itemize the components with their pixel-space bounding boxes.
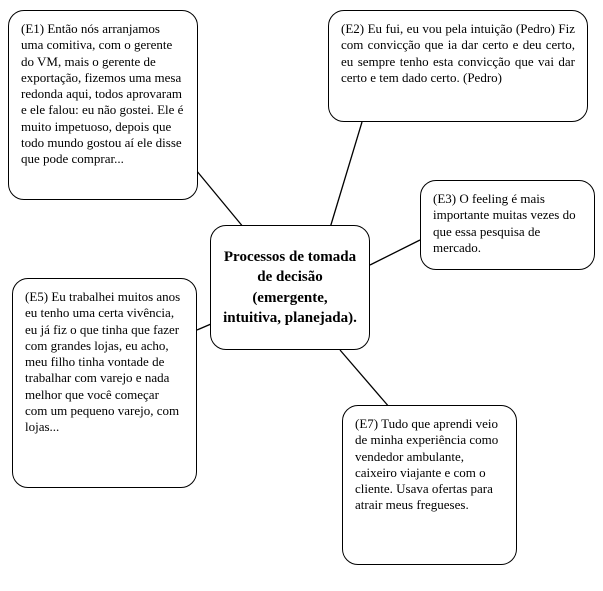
center-node-text: Processos de tomada de decisão (emergent… [223, 247, 357, 328]
node-e5: (E5) Eu trabalhei muitos anos eu tenho u… [12, 278, 197, 488]
node-e3-text: (E3) O feeling é mais importante muitas … [433, 191, 576, 255]
node-e1-text: (E1) Então nós arranjamos uma comitiva, … [21, 21, 183, 166]
node-e3: (E3) O feeling é mais importante muitas … [420, 180, 595, 270]
diagram-canvas: Processos de tomada de decisão (emergent… [0, 0, 603, 591]
node-e2: (E2) Eu fui, eu vou pela intuição (Pedro… [328, 10, 588, 122]
node-e7: (E7) Tudo que aprendi veio de minha expe… [342, 405, 517, 565]
center-node: Processos de tomada de decisão (emergent… [210, 225, 370, 350]
node-e1: (E1) Então nós arranjamos uma comitiva, … [8, 10, 198, 200]
node-e7-text: (E7) Tudo que aprendi veio de minha expe… [355, 416, 498, 512]
node-e5-text: (E5) Eu trabalhei muitos anos eu tenho u… [25, 289, 180, 434]
node-e2-text: (E2) Eu fui, eu vou pela intuição (Pedro… [341, 21, 575, 85]
